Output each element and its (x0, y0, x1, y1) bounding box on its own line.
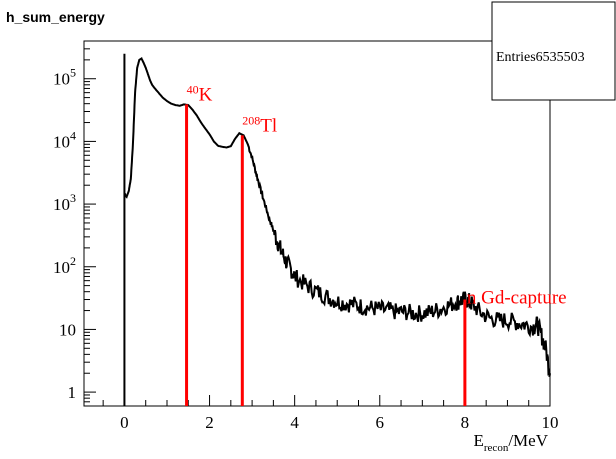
y-tick-label: 10 (59, 320, 76, 339)
x-axis-ticks: 0 2 4 6 8 10 (102, 395, 559, 432)
x-axis-label-main: E (474, 431, 484, 450)
y-tick-exponent: 4 (70, 128, 76, 142)
annotation-text: n Gd-capture (467, 288, 567, 309)
y-tick-exponent: 3 (70, 191, 76, 205)
annotation-label-potassium: 40K (187, 82, 213, 105)
x-tick-label: 2 (205, 413, 214, 432)
y-tick-base: 1 (68, 383, 77, 402)
annotation-label-gd-capture: n Gd-capture (467, 288, 567, 309)
y-tick-exponent: 5 (70, 66, 76, 80)
y-tick-label: 104 (53, 128, 76, 151)
x-tick-label: 8 (461, 413, 470, 432)
y-tick-label: 102 (53, 254, 76, 277)
stats-entries-value: 6535503 (536, 50, 585, 65)
y-tick-base: 10 (53, 258, 70, 277)
y-tick-base: 10 (53, 195, 70, 214)
y-tick-exponent: 2 (70, 254, 76, 268)
plot-frame (83, 40, 551, 407)
x-tick-label: 6 (376, 413, 385, 432)
annotation-sup: 40 (187, 82, 199, 96)
x-tick-label: 4 (290, 413, 299, 432)
x-axis-label: Erecon/MeV (474, 431, 549, 454)
stats-entries: Entries6535503 (496, 50, 585, 65)
stats-box: Entries6535503 (491, 1, 616, 101)
annotations: 40K 208Tl n Gd-capture (185, 82, 567, 406)
x-tick-label: 10 (542, 413, 559, 432)
x-axis-label-sub: recon (484, 442, 509, 454)
stats-entries-label: Entries (496, 50, 536, 65)
y-tick-base: 10 (53, 132, 70, 151)
y-tick-label: 103 (53, 191, 76, 214)
annotation-text: Tl (260, 115, 277, 136)
y-tick-base: 10 (53, 70, 70, 89)
annotation-label-thallium: 208Tl (242, 113, 277, 136)
histogram-title: h_sum_energy (6, 9, 105, 25)
stats-box-frame (491, 1, 616, 101)
x-tick-label: 0 (120, 413, 129, 432)
y-tick-base: 10 (59, 320, 76, 339)
series-energy-spectrum (123, 53, 551, 406)
y-tick-label: 105 (53, 66, 76, 89)
annotation-sup: 208 (242, 113, 260, 127)
x-axis-label-unit: /MeV (508, 431, 548, 450)
annotation-text: K (199, 84, 213, 105)
y-tick-label: 1 (68, 383, 77, 402)
data-series (123, 53, 551, 406)
